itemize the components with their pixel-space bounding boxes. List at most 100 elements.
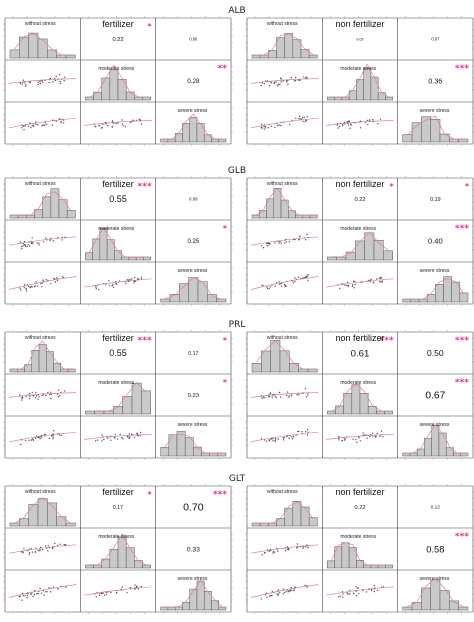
diag-label: without stress xyxy=(25,181,56,187)
scatter-point xyxy=(108,285,111,287)
scatter-point xyxy=(349,589,351,592)
scatter-point xyxy=(289,123,291,126)
cell-2-2: severe stress xyxy=(402,422,469,457)
correlation-value-1-2: 0.55 xyxy=(109,348,127,358)
scatter-point xyxy=(343,121,346,124)
histogram-bar xyxy=(37,498,48,527)
scatter-point xyxy=(290,587,292,589)
scatter-point xyxy=(122,438,124,440)
scatter-point xyxy=(37,398,39,400)
scatter-point xyxy=(280,81,282,83)
scatter-point xyxy=(53,430,55,432)
scatter-point xyxy=(95,288,98,290)
scatter-point xyxy=(306,116,308,118)
histogram-bar xyxy=(430,119,441,143)
density-curve xyxy=(330,542,390,566)
histogram-bar xyxy=(42,196,52,219)
cell-2-1 xyxy=(326,584,394,598)
scatter-point xyxy=(307,546,309,549)
scatter-point xyxy=(107,437,109,439)
scatter-point xyxy=(129,436,131,438)
density-curve xyxy=(89,533,147,566)
scatter-point xyxy=(338,125,341,128)
scatter-point xyxy=(126,436,129,438)
diag-label: severe stress xyxy=(178,576,208,582)
scatter-point xyxy=(98,594,101,596)
scatter-point xyxy=(63,119,65,121)
histogram-bar xyxy=(66,209,76,219)
significance-stars-1-2: * xyxy=(147,22,152,31)
cell-1-1: moderate stress xyxy=(85,226,151,261)
smooth-line xyxy=(8,544,77,554)
cell-0-0: without stress xyxy=(9,335,76,373)
histogram-bar xyxy=(384,410,393,415)
scatter-point xyxy=(112,286,115,288)
scatter-point xyxy=(269,286,271,288)
scatter-point xyxy=(39,80,41,83)
scatter-point xyxy=(111,125,114,128)
scatter-point xyxy=(346,284,348,287)
scatter-point xyxy=(49,591,52,593)
histogram-bar xyxy=(280,199,289,219)
scatter-point xyxy=(265,127,267,129)
scatter-point xyxy=(306,76,308,78)
scatter-point xyxy=(287,590,290,592)
density-curve xyxy=(89,381,147,412)
significance-stars-1-2: * xyxy=(147,490,152,499)
scatter-point xyxy=(102,123,104,125)
scatter-point xyxy=(45,279,47,281)
scatter-point xyxy=(286,435,288,438)
diag-label: moderate stress xyxy=(340,226,376,232)
scatter-point xyxy=(284,549,287,552)
diag-label: severe stress xyxy=(420,268,450,274)
scatter-point xyxy=(268,395,271,398)
histogram-bar xyxy=(189,588,198,611)
scatter-point xyxy=(113,122,115,124)
scatter-point xyxy=(269,393,271,395)
scatter-point xyxy=(25,288,27,290)
scatter-point xyxy=(288,241,291,243)
correlation-value-2-3: 0.58 xyxy=(426,544,444,554)
scatter-point xyxy=(59,80,61,83)
significance-stars-1-2: *** xyxy=(380,336,394,346)
smooth-line xyxy=(8,392,77,398)
scatter-point xyxy=(268,439,270,441)
panel-title: fertilizer xyxy=(102,333,134,343)
scatter-point xyxy=(19,82,22,85)
scatter-point xyxy=(57,395,60,398)
scatter-point xyxy=(288,437,290,439)
scatter-point xyxy=(353,592,355,595)
scatter-point xyxy=(20,289,22,291)
scatter-point xyxy=(28,553,31,555)
scatter-point xyxy=(27,244,29,246)
matrix-panel-glb-non-fertilizer: without stress moderate stress severe stre… xyxy=(245,176,474,306)
histogram-bar xyxy=(451,281,461,303)
histogram-bar xyxy=(373,239,384,261)
scatter-point xyxy=(133,436,136,438)
diag-label: severe stress xyxy=(420,422,450,428)
scatter-point xyxy=(94,125,96,127)
diag-label: moderate stress xyxy=(98,380,134,386)
scatter-point xyxy=(279,77,282,79)
scatter-point xyxy=(344,284,346,286)
scatter-point xyxy=(305,546,307,548)
scatter-point xyxy=(57,236,59,239)
histogram-bar xyxy=(251,363,262,373)
diag-label: moderate stress xyxy=(98,226,134,232)
scatter-point xyxy=(365,591,368,593)
scatter-point xyxy=(342,123,344,126)
scatter-point xyxy=(48,437,50,440)
scatter-point xyxy=(277,83,280,86)
cell-2-0 xyxy=(250,428,319,443)
histogram-bar xyxy=(109,549,119,569)
scatter-point xyxy=(381,280,383,282)
histogram-bar xyxy=(93,564,102,569)
smooth-line xyxy=(326,120,394,126)
histogram-bar xyxy=(356,560,364,569)
scatter-point xyxy=(296,547,298,549)
scatter-point xyxy=(292,435,295,438)
density-curve xyxy=(331,231,389,258)
smooth-line xyxy=(250,117,319,129)
density-curve xyxy=(164,113,223,140)
scatter-point xyxy=(121,586,124,588)
